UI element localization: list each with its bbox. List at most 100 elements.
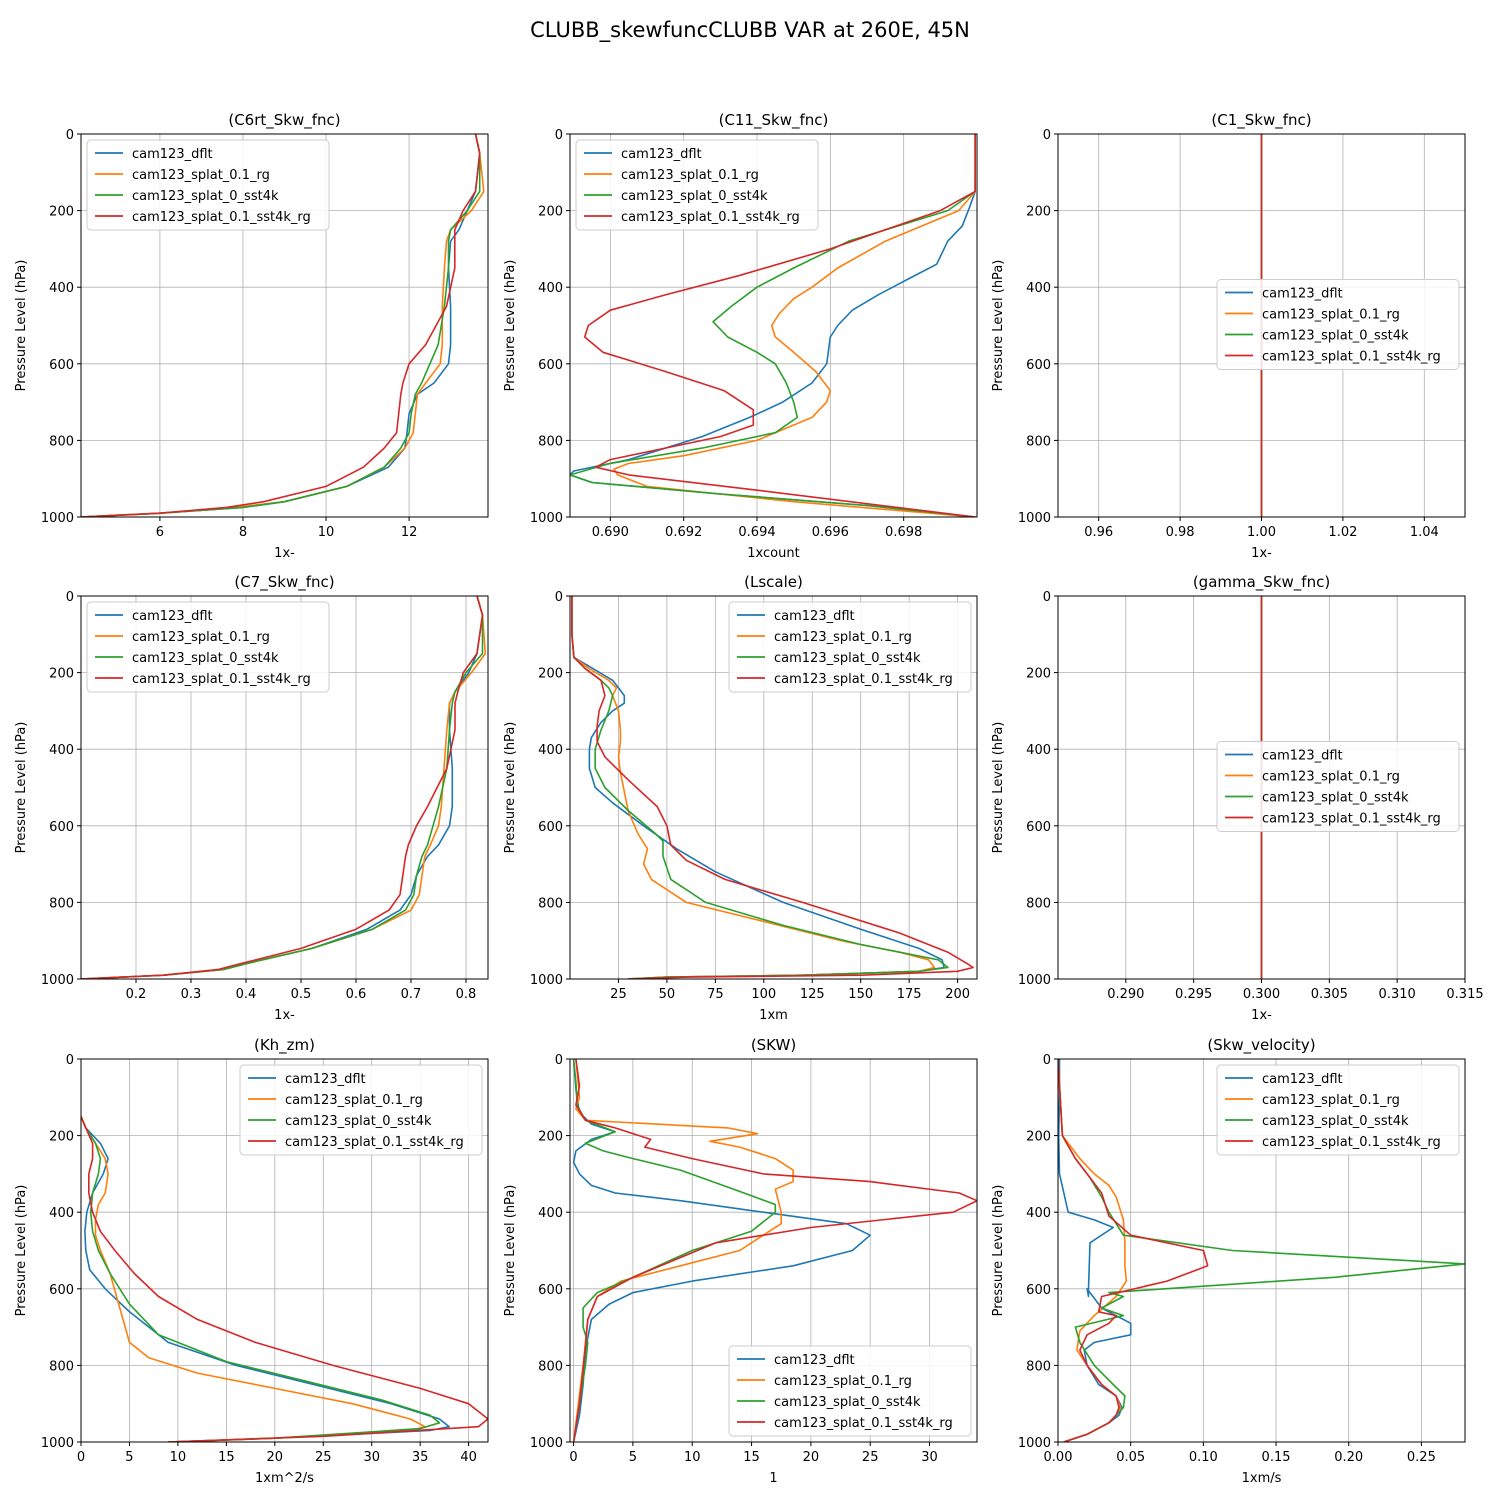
x-tick-label: 0.96 [1084,525,1113,540]
y-tick-label: 0 [1043,128,1051,143]
x-tick-label: 0.696 [812,525,849,540]
x-tick-label: 100 [751,987,776,1002]
panel-title: (C11_Skw_fnc) [719,111,829,130]
series-lines [571,596,974,979]
legend-entry: cam123_dflt [774,1353,855,1368]
y-tick-label: 1000 [1018,511,1051,526]
legend-entry: cam123_dflt [774,609,855,624]
series-lines [570,134,977,517]
legend-entry: cam123_dflt [285,1072,366,1087]
legend-entry: cam123_splat_0_sst4k [285,1114,432,1129]
x-axis-label: 1x- [1251,546,1272,561]
x-tick-label: 30 [363,1450,380,1465]
legend-box [728,1345,972,1437]
y-tick-label: 800 [49,896,74,911]
legend: cam123_dflt cam123_splat_0.1_rg cam123_spl… [239,1064,483,1156]
legend-entry: cam123_splat_0_sst4k [774,651,921,666]
y-tick-label: 1000 [41,511,74,526]
chart-panel-1: 6 8 10 12 0 200 400 600 800 1000 (C6rt_Skw_fnc) 1x-… [14,111,489,561]
panel-title: (C7_Skw_fnc) [234,573,334,592]
y-tick-label: 0 [555,590,563,605]
series-line-cam123_splat_0_sst4k [81,596,484,979]
x-tick-label: 5 [125,1450,133,1465]
y-tick-label: 200 [1026,667,1051,682]
x-tick-label: 30 [921,1450,938,1465]
legend-box [86,139,330,231]
y-tick-label: 400 [538,1206,563,1221]
axes-frame [80,1058,489,1443]
x-tick-label: 25 [862,1450,879,1465]
legend-entry: cam123_splat_0_sst4k [132,189,279,204]
series-line-cam123_splat_0.1_rg [572,1059,794,1442]
series-line-cam123_splat_0_sst4k [570,134,977,517]
y-tick-label: 600 [1026,1283,1051,1298]
x-tick-label: 25 [610,987,627,1002]
y-tick-label: 800 [538,1359,563,1374]
x-tick-label: 0.3 [181,987,202,1002]
chart-panel-2: 0.690 0.692 0.694 0.696 0.698 0 200 400 600 800 10… [503,111,978,561]
legend-entry: cam123_splat_0.1_rg [285,1093,423,1108]
legend-entry: cam123_splat_0.1_rg [1262,308,1400,323]
legend: cam123_dflt cam123_splat_0.1_rg cam123_spl… [728,601,972,693]
x-axis-label: 1x- [1251,1008,1272,1023]
x-tick-label: 0.295 [1175,987,1212,1002]
y-tick-label: 200 [538,667,563,682]
y-tick-label: 600 [49,358,74,373]
x-tick-label: 0.7 [401,987,422,1002]
x-tick-label: 0.00 [1044,1450,1073,1465]
y-tick-label: 400 [538,743,563,758]
x-tick-label: 0.694 [738,525,775,540]
series-lines [1058,1059,1465,1442]
x-tick-label: 12 [401,525,418,540]
x-tick-label: 75 [707,987,724,1002]
series-line-cam123_splat_0.1_sst4k_rg [81,134,481,517]
legend-entry: cam123_splat_0_sst4k [621,189,768,204]
legend-entry: cam123_dflt [1262,749,1343,764]
x-tick-label: 1.02 [1328,525,1357,540]
panels-container: 6 8 10 1202004006008001000(C6rt_Skw_fnc)1x-… [14,111,1484,1486]
x-tick-label: 125 [800,987,825,1002]
x-tick-label: 8 [239,525,247,540]
x-tick-label: 20 [267,1450,284,1465]
legend: cam123_dflt cam123_splat_0.1_rg cam123_spl… [86,601,330,693]
y-tick-label: 0 [555,1053,563,1068]
x-tick-label: 6 [156,525,164,540]
chart-panel-4: 0.2 0.3 0.4 0.5 0.6 0.7 0.8 0 200 400 600 800 1000 (C… [14,573,489,1023]
y-tick-label: 400 [1026,1206,1051,1221]
y-tick-label: 600 [1026,820,1051,835]
x-axis-label: 1x- [274,546,295,561]
panel-title: (Lscale) [744,573,803,591]
legend-entry: cam123_splat_0.1_sst4k_rg [621,210,800,225]
y-tick-label: 800 [49,434,74,449]
y-tick-label: 200 [538,205,563,220]
legend-entry: cam123_splat_0_sst4k [1262,1114,1409,1129]
legend-entry: cam123_dflt [132,609,213,624]
panel-title: (SKW) [751,1036,796,1054]
x-tick-label: 5 [629,1450,637,1465]
legend: cam123_dflt cam123_splat_0.1_rg cam123_spl… [1216,1064,1460,1156]
y-tick-label: 600 [49,820,74,835]
y-tick-label: 0 [1043,1053,1051,1068]
series-line-cam123_splat_0.1_sst4k_rg [572,1059,977,1442]
figure-title: CLUBB_skewfuncCLUBB VAR at 260E, 45N [530,18,970,43]
x-tick-label: 0.15 [1262,1450,1291,1465]
y-axis-label: Pressure Level (hPa) [503,260,518,392]
y-tick-label: 800 [1026,1359,1051,1374]
legend-box [1216,1064,1460,1156]
y-tick-label: 600 [49,1283,74,1298]
series-line-cam123_splat_0.1_sst4k_rg [81,596,484,979]
y-tick-label: 0 [66,1053,74,1068]
y-tick-label: 0 [1043,590,1051,605]
y-axis-label: Pressure Level (hPa) [991,260,1006,392]
axes-frame [80,133,489,518]
y-axis-label: Pressure Level (hPa) [503,1185,518,1317]
y-tick-label: 400 [1026,281,1051,296]
x-tick-label: 0.690 [592,525,629,540]
y-tick-label: 600 [538,1283,563,1298]
x-tick-label: 0.290 [1107,987,1144,1002]
x-tick-label: 0.305 [1311,987,1348,1002]
x-tick-label: 0.6 [346,987,367,1002]
y-tick-label: 400 [49,281,74,296]
y-tick-label: 800 [538,434,563,449]
